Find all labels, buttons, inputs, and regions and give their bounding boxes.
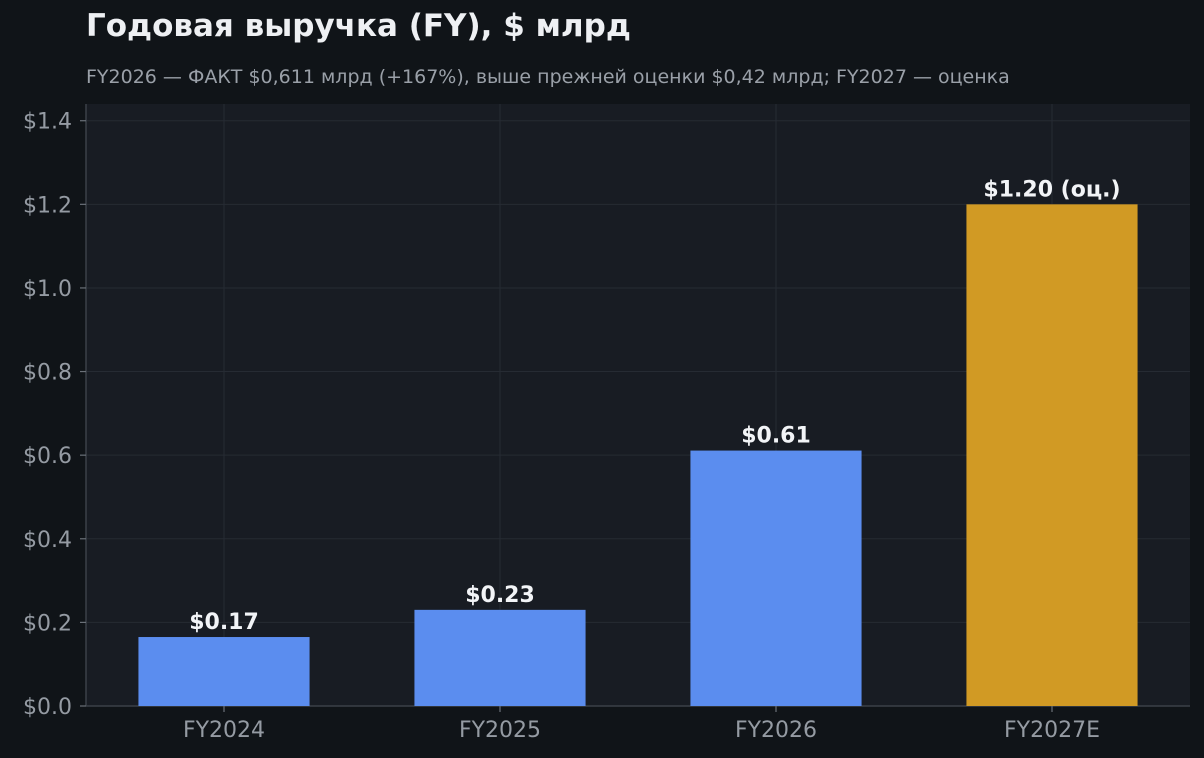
data-label: $0.61 xyxy=(741,424,811,449)
bar-fy2025 xyxy=(414,609,586,706)
data-label: $1.20 (оц.) xyxy=(983,177,1120,202)
y-tick-label: $1.0 xyxy=(23,277,72,302)
y-tick-label: $1.2 xyxy=(23,193,72,218)
y-tick-label: $1.4 xyxy=(23,110,72,135)
data-label: $0.17 xyxy=(189,610,259,635)
data-label: $0.23 xyxy=(465,583,535,608)
y-tick-label: $0.2 xyxy=(23,611,72,636)
bar-fy2027e xyxy=(966,204,1138,707)
x-tick-label: FY2027E xyxy=(1004,718,1100,743)
x-tick-label: FY2024 xyxy=(183,718,265,743)
bar-fy2024 xyxy=(138,637,310,706)
chart-title: Годовая выручка (FY), $ млрд xyxy=(86,8,631,44)
y-tick-label: $0.4 xyxy=(23,528,72,553)
x-tick-label: FY2025 xyxy=(459,718,541,743)
chart-subtitle: FY2026 — ФАКТ $0,611 млрд (+167%), выше … xyxy=(86,66,1010,88)
y-tick-label: $0.8 xyxy=(23,361,72,386)
x-tick-label: FY2026 xyxy=(735,718,817,743)
bar-fy2026 xyxy=(690,450,862,706)
y-tick-label: $0.6 xyxy=(23,444,72,469)
y-tick-label: $0.0 xyxy=(23,695,72,720)
